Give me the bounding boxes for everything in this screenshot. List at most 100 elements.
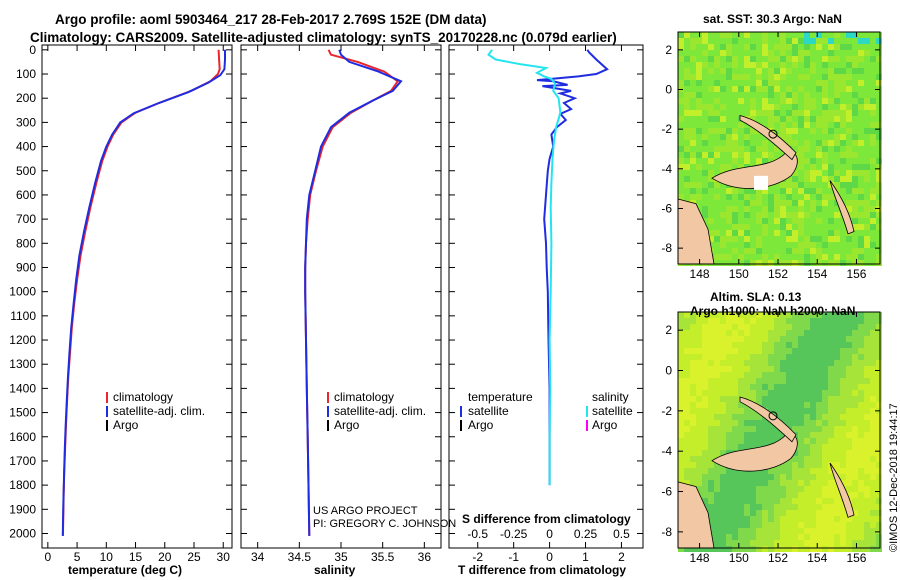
map-cell (774, 474, 780, 480)
map-cell (804, 414, 810, 420)
map-cell (786, 68, 792, 74)
map-cell (720, 342, 726, 348)
map-cell (696, 170, 702, 176)
map-cell (696, 164, 702, 170)
map-cell (756, 474, 762, 480)
map-cell (726, 200, 732, 206)
map-cell (840, 230, 846, 236)
map-cell (798, 146, 804, 152)
map-cell (720, 522, 726, 528)
map-cell (858, 534, 864, 540)
map-cell (804, 86, 810, 92)
map-cell (858, 254, 864, 260)
map-cell (804, 68, 810, 74)
map-cell (798, 206, 804, 212)
x-tick-label: 0 (45, 550, 52, 564)
map-cell (762, 492, 768, 498)
map-cell (756, 546, 762, 552)
map-cell (756, 534, 762, 540)
map-cell (708, 224, 714, 230)
map-cell (846, 414, 852, 420)
map-cell (792, 378, 798, 384)
map-cell (690, 164, 696, 170)
map-cell (744, 540, 750, 546)
map-cell (720, 62, 726, 68)
map-cell (834, 128, 840, 134)
map-cell (768, 372, 774, 378)
map-cell (804, 230, 810, 236)
map-cell (852, 438, 858, 444)
map-cell (852, 336, 858, 342)
map-cell (846, 62, 852, 68)
map-cell (834, 348, 840, 354)
map-cell (714, 248, 720, 254)
map-cell (714, 324, 720, 330)
map-cell (732, 104, 738, 110)
map-cell (822, 414, 828, 420)
map-cell (876, 546, 882, 552)
map-cell (762, 366, 768, 372)
map-cell (750, 348, 756, 354)
map-cell (732, 98, 738, 104)
map-cell (720, 212, 726, 218)
map-cell (816, 462, 822, 468)
plot-frame (41, 44, 233, 549)
map-cell (870, 546, 876, 552)
map-cell (786, 468, 792, 474)
map-cell (852, 456, 858, 462)
map-cell (786, 104, 792, 110)
map-cell (768, 56, 774, 62)
map-cell (780, 516, 786, 522)
map-cell (852, 98, 858, 104)
map-cell (864, 504, 870, 510)
map-cell (816, 522, 822, 528)
map-cell (702, 486, 708, 492)
map-cell (846, 236, 852, 242)
map-cell (750, 140, 756, 146)
map-cell (828, 378, 834, 384)
map-cell (816, 80, 822, 86)
map-cell (684, 128, 690, 134)
map-cell (720, 366, 726, 372)
map-cell (876, 462, 882, 468)
map-cell (822, 128, 828, 134)
bougainville-land (829, 180, 855, 235)
map-cell (714, 360, 720, 366)
map-cell (828, 336, 834, 342)
map-cell (678, 62, 684, 68)
map-cell (876, 360, 882, 366)
map-cell (858, 80, 864, 86)
map-cell (804, 390, 810, 396)
map-cell (876, 510, 882, 516)
map-cell (858, 360, 864, 366)
map-cell (852, 420, 858, 426)
map-cell (762, 158, 768, 164)
map-cell (774, 390, 780, 396)
map-cell (744, 98, 750, 104)
map-cell (816, 224, 822, 230)
map-cell (780, 44, 786, 50)
map-cell (876, 80, 882, 86)
map-cell (846, 324, 852, 330)
x-tick-label: 30 (217, 550, 231, 564)
map-cell (858, 116, 864, 122)
map-cell (768, 522, 774, 528)
map-cell (696, 444, 702, 450)
map-cell (690, 324, 696, 330)
map-cell (864, 384, 870, 390)
map-cell (792, 146, 798, 152)
map-cell (774, 74, 780, 80)
map-cell (762, 534, 768, 540)
map-cell (732, 44, 738, 50)
map-cell (720, 32, 726, 38)
map-cell (846, 134, 852, 140)
map-cell (828, 68, 834, 74)
map-cell (786, 44, 792, 50)
map-cell (762, 122, 768, 128)
map-cell (708, 32, 714, 38)
map-cell (876, 242, 882, 248)
legend-argo: Argo (334, 418, 360, 432)
map-cell (678, 390, 684, 396)
map-cell (774, 522, 780, 528)
map-cell (750, 546, 756, 552)
